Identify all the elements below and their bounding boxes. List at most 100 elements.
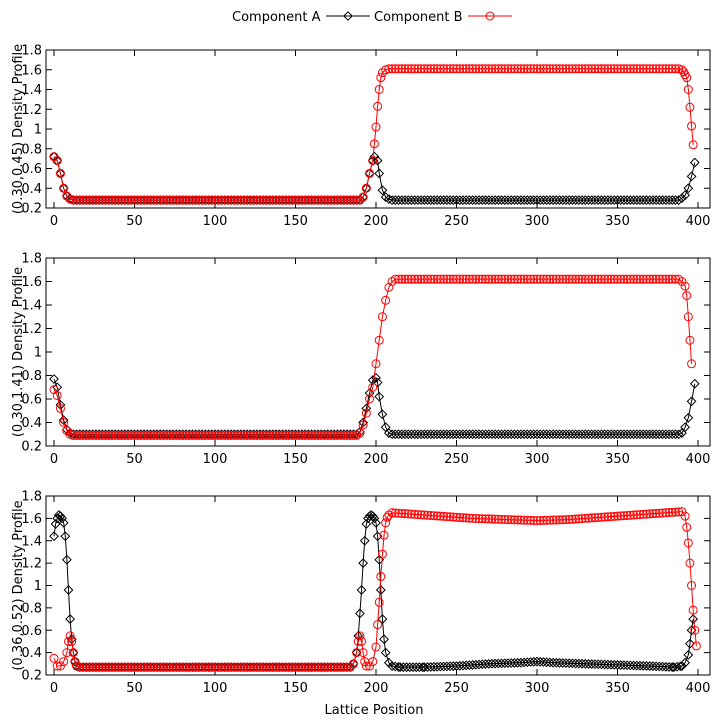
data-point bbox=[210, 195, 220, 205]
y-tick-label: 1.6 bbox=[21, 512, 42, 527]
data-point bbox=[644, 429, 655, 440]
data-point bbox=[484, 64, 494, 74]
data-point bbox=[55, 168, 65, 178]
data-point bbox=[184, 430, 194, 440]
data-point bbox=[519, 64, 529, 74]
data-point bbox=[133, 430, 143, 440]
y-tick-label: 1.4 bbox=[21, 83, 42, 98]
data-point bbox=[390, 195, 401, 206]
data-point bbox=[316, 195, 326, 205]
data-point bbox=[615, 195, 626, 206]
data-point bbox=[603, 274, 613, 284]
data-point bbox=[567, 658, 578, 669]
data-point bbox=[416, 510, 426, 520]
data-point bbox=[361, 183, 371, 193]
data-point bbox=[60, 531, 71, 542]
data-point bbox=[544, 429, 555, 440]
data-point bbox=[294, 662, 304, 672]
data-point bbox=[52, 661, 62, 671]
data-point bbox=[265, 195, 275, 205]
data-point bbox=[658, 64, 668, 74]
data-point bbox=[590, 64, 600, 74]
data-point bbox=[487, 514, 497, 524]
data-point bbox=[226, 430, 236, 440]
data-point bbox=[622, 510, 632, 520]
data-point bbox=[661, 64, 671, 74]
data-point bbox=[81, 430, 91, 440]
data-point bbox=[471, 274, 481, 284]
data-point bbox=[461, 429, 472, 440]
data-point bbox=[355, 195, 365, 205]
data-point bbox=[319, 662, 329, 672]
data-point bbox=[439, 274, 449, 284]
data-point bbox=[369, 139, 379, 149]
data-point bbox=[541, 429, 552, 440]
y-tick-label: 0.4 bbox=[21, 646, 42, 661]
data-point bbox=[464, 513, 474, 523]
data-point bbox=[375, 585, 386, 595]
data-point bbox=[687, 581, 697, 590]
data-point bbox=[104, 195, 114, 205]
data-point bbox=[586, 429, 597, 440]
data-point bbox=[464, 195, 475, 206]
data-point bbox=[255, 195, 265, 205]
data-point bbox=[414, 662, 425, 673]
data-point bbox=[683, 312, 693, 322]
data-point bbox=[120, 195, 130, 205]
data-point bbox=[94, 195, 104, 205]
data-point bbox=[377, 614, 388, 624]
data-point bbox=[52, 390, 62, 400]
data-point bbox=[509, 274, 519, 284]
data-point bbox=[674, 274, 684, 284]
data-point bbox=[641, 509, 651, 519]
data-point bbox=[357, 636, 367, 646]
x-tick-label: 200 bbox=[364, 214, 389, 229]
data-point bbox=[368, 156, 378, 166]
data-point bbox=[515, 429, 526, 440]
series-b bbox=[49, 274, 697, 440]
data-point bbox=[687, 359, 697, 369]
data-point bbox=[616, 274, 626, 284]
data-point bbox=[75, 662, 85, 672]
data-point bbox=[515, 195, 526, 206]
data-point bbox=[104, 662, 114, 672]
data-point bbox=[59, 183, 69, 193]
data-point bbox=[603, 64, 613, 74]
data-point bbox=[526, 274, 536, 284]
data-point bbox=[429, 64, 439, 74]
data-point bbox=[374, 335, 384, 345]
data-point bbox=[682, 522, 692, 532]
data-point bbox=[619, 660, 629, 671]
data-point bbox=[683, 412, 694, 423]
data-point bbox=[274, 195, 284, 205]
data-point bbox=[535, 516, 545, 526]
data-point bbox=[233, 662, 243, 672]
data-point bbox=[587, 513, 597, 523]
data-point bbox=[352, 430, 362, 440]
data-point bbox=[564, 658, 575, 669]
data-point bbox=[480, 429, 491, 440]
data-point bbox=[410, 274, 420, 284]
data-point bbox=[631, 429, 642, 440]
data-point bbox=[561, 429, 571, 440]
data-point bbox=[638, 64, 648, 74]
data-point bbox=[503, 64, 513, 74]
data-point bbox=[207, 662, 217, 672]
data-point bbox=[470, 195, 481, 206]
x-tick-label: 250 bbox=[444, 681, 469, 696]
data-point bbox=[396, 195, 407, 206]
data-point bbox=[252, 662, 262, 672]
data-point bbox=[158, 662, 168, 672]
data-point bbox=[146, 430, 156, 440]
data-point bbox=[355, 631, 365, 641]
data-point bbox=[583, 429, 594, 440]
data-point bbox=[615, 660, 626, 670]
data-point bbox=[236, 430, 246, 440]
data-point bbox=[606, 659, 616, 670]
data-point bbox=[625, 429, 636, 440]
data-point bbox=[229, 430, 239, 440]
data-point bbox=[262, 195, 272, 205]
x-tick-label: 300 bbox=[525, 452, 550, 467]
data-point bbox=[542, 515, 552, 525]
data-point bbox=[464, 64, 474, 74]
